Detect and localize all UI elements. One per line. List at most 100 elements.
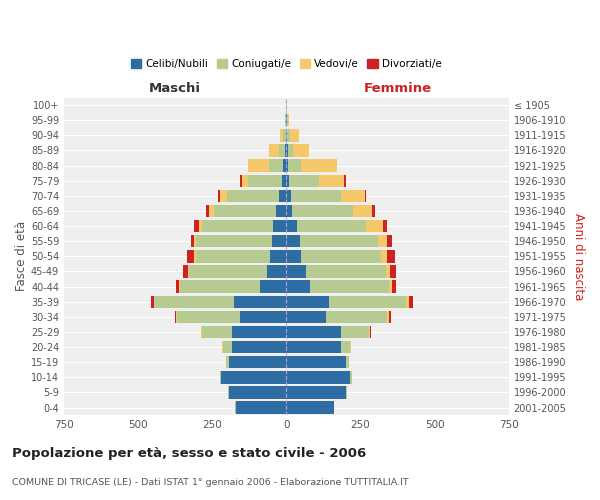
- Bar: [269, 144, 279, 156]
- Bar: [286, 296, 329, 308]
- Bar: [209, 205, 214, 217]
- Bar: [389, 310, 391, 323]
- Bar: [406, 296, 409, 308]
- Bar: [176, 280, 179, 293]
- Bar: [286, 356, 346, 368]
- Bar: [236, 402, 286, 414]
- Bar: [409, 296, 413, 308]
- Bar: [378, 235, 387, 248]
- Bar: [191, 235, 194, 248]
- Bar: [292, 205, 353, 217]
- Bar: [151, 296, 154, 308]
- Bar: [290, 129, 299, 141]
- Bar: [276, 205, 286, 217]
- Bar: [341, 190, 365, 202]
- Bar: [226, 356, 229, 368]
- Bar: [260, 280, 286, 293]
- Bar: [188, 266, 267, 278]
- Bar: [194, 250, 196, 262]
- Bar: [381, 250, 387, 262]
- Bar: [267, 266, 286, 278]
- Bar: [232, 326, 286, 338]
- Bar: [194, 220, 199, 232]
- Bar: [280, 129, 283, 141]
- Bar: [319, 174, 344, 187]
- Bar: [287, 114, 289, 126]
- Bar: [373, 205, 376, 217]
- Bar: [286, 205, 292, 217]
- Bar: [154, 296, 235, 308]
- Bar: [329, 296, 406, 308]
- Bar: [346, 386, 347, 398]
- Bar: [289, 174, 319, 187]
- Bar: [183, 266, 188, 278]
- Bar: [326, 310, 387, 323]
- Bar: [199, 220, 202, 232]
- Bar: [206, 205, 209, 217]
- Y-axis label: Anni di nascita: Anni di nascita: [572, 212, 585, 300]
- Bar: [248, 160, 269, 172]
- Bar: [286, 174, 289, 187]
- Bar: [227, 386, 229, 398]
- Bar: [286, 266, 305, 278]
- Bar: [286, 326, 341, 338]
- Bar: [286, 220, 297, 232]
- Bar: [297, 220, 367, 232]
- Bar: [387, 250, 395, 262]
- Bar: [288, 160, 301, 172]
- Text: Maschi: Maschi: [149, 82, 201, 96]
- Bar: [269, 160, 283, 172]
- Bar: [202, 220, 273, 232]
- Bar: [196, 235, 272, 248]
- Bar: [220, 371, 221, 384]
- Bar: [341, 341, 350, 353]
- Bar: [341, 326, 370, 338]
- Bar: [291, 190, 341, 202]
- Legend: Celibi/Nubili, Coniugati/e, Vedovi/e, Divorziati/e: Celibi/Nubili, Coniugati/e, Vedovi/e, Di…: [127, 55, 446, 74]
- Bar: [387, 310, 389, 323]
- Bar: [350, 371, 352, 384]
- Bar: [367, 220, 383, 232]
- Bar: [229, 386, 286, 398]
- Bar: [386, 266, 390, 278]
- Bar: [301, 160, 337, 172]
- Bar: [286, 160, 288, 172]
- Bar: [282, 174, 286, 187]
- Bar: [365, 190, 367, 202]
- Bar: [235, 296, 286, 308]
- Bar: [202, 326, 232, 338]
- Bar: [187, 250, 194, 262]
- Bar: [279, 190, 286, 202]
- Bar: [287, 144, 293, 156]
- Bar: [248, 174, 282, 187]
- Bar: [176, 310, 241, 323]
- Bar: [293, 144, 309, 156]
- Bar: [300, 235, 378, 248]
- Bar: [286, 310, 326, 323]
- Bar: [286, 386, 346, 398]
- Bar: [286, 235, 300, 248]
- Bar: [220, 190, 227, 202]
- Bar: [179, 280, 260, 293]
- Bar: [223, 341, 232, 353]
- Bar: [390, 266, 396, 278]
- Bar: [286, 341, 341, 353]
- Bar: [270, 250, 286, 262]
- Bar: [353, 205, 373, 217]
- Bar: [370, 326, 371, 338]
- Bar: [287, 129, 290, 141]
- Bar: [383, 220, 387, 232]
- Bar: [229, 356, 286, 368]
- Text: COMUNE DI TRICASE (LE) - Dati ISTAT 1° gennaio 2006 - Elaborazione TUTTITALIA.IT: COMUNE DI TRICASE (LE) - Dati ISTAT 1° g…: [12, 478, 409, 487]
- Bar: [305, 266, 386, 278]
- Bar: [346, 356, 349, 368]
- Bar: [285, 144, 286, 156]
- Bar: [196, 250, 270, 262]
- Text: Popolazione per età, sesso e stato civile - 2006: Popolazione per età, sesso e stato civil…: [12, 448, 366, 460]
- Bar: [221, 371, 286, 384]
- Bar: [283, 160, 286, 172]
- Bar: [218, 190, 220, 202]
- Bar: [286, 371, 350, 384]
- Bar: [344, 174, 346, 187]
- Bar: [227, 190, 279, 202]
